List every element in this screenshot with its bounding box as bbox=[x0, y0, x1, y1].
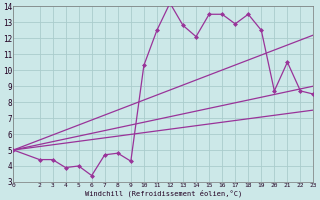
X-axis label: Windchill (Refroidissement éolien,°C): Windchill (Refroidissement éolien,°C) bbox=[85, 190, 242, 197]
